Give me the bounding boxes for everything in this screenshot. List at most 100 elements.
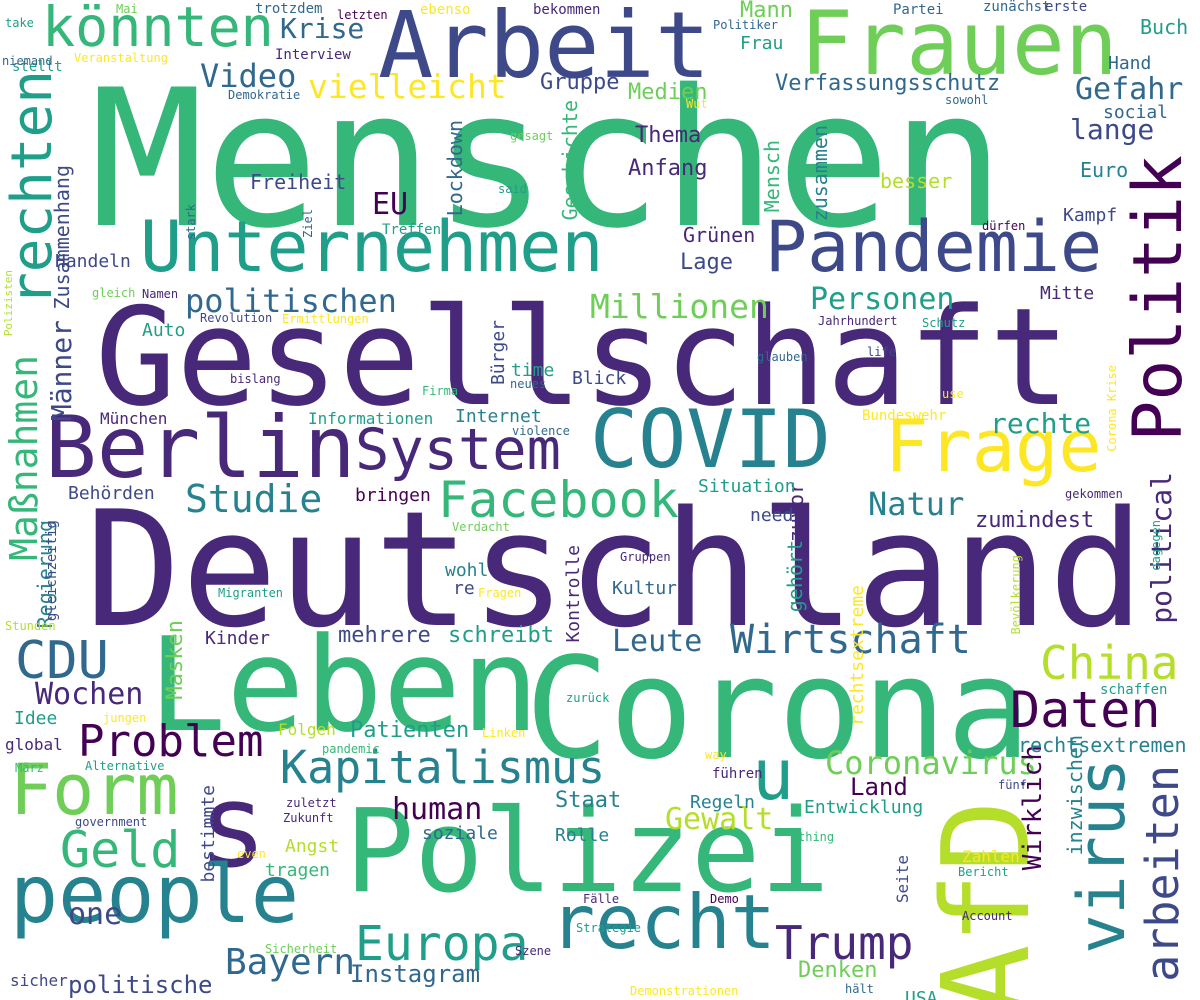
word-197: hält (845, 982, 874, 996)
word-183: dagegen (1149, 520, 1163, 571)
word-24: Facebook (438, 471, 679, 529)
word-7: s (198, 760, 268, 894)
word-78: Euro (1080, 158, 1129, 182)
word-109: Angst (285, 836, 340, 857)
word-55: rechte (990, 407, 1092, 440)
word-185: use (942, 387, 964, 401)
word-96: social (1103, 102, 1169, 123)
word-103: Auto (142, 320, 186, 341)
word-27: Wirtschaft (730, 617, 971, 663)
word-18: Form (10, 749, 179, 831)
word-11: COVID (590, 393, 831, 486)
word-52: human (392, 792, 483, 827)
word-67: Gruppe (540, 70, 620, 95)
word-77: Lockdown (443, 120, 467, 217)
word-175: niemand (2, 54, 53, 68)
word-162: stark (184, 204, 198, 241)
word-37: Studie (185, 477, 323, 521)
word-36: Bayern (225, 942, 356, 983)
word-170: Politiker (713, 18, 779, 32)
word-0: Menschen (90, 49, 1006, 270)
word-98: Rolle (555, 825, 610, 846)
word-25: könnten (42, 0, 274, 59)
word-116: Situation (698, 476, 796, 497)
word-68: Medien (628, 80, 708, 105)
word-114: wohl (445, 560, 489, 581)
word-148: Migranten (218, 586, 284, 600)
word-70: schreibt (448, 623, 554, 648)
word-48: Leute (612, 624, 703, 659)
word-142: Ermittlungen (282, 312, 369, 326)
word-85: Mensch (760, 140, 784, 213)
word-65: Thema (635, 123, 702, 148)
word-2: Gesellschaft (95, 279, 1071, 436)
word-130: führen (712, 766, 763, 782)
word-73: Lage (680, 250, 733, 275)
word-30: Geld (60, 821, 181, 879)
word-107: tragen (265, 860, 331, 881)
word-163: Ziel (301, 209, 315, 238)
word-56: Männer (45, 320, 78, 422)
word-104: Internet (455, 406, 542, 427)
word-179: Firma (422, 384, 459, 398)
word-159: glauben (757, 350, 808, 364)
word-39: Millionen (590, 287, 769, 326)
word-187: jungen (103, 711, 147, 725)
word-76: Geschichte (558, 100, 582, 221)
word-1: Deutschland (85, 476, 1145, 663)
word-92: Handeln (55, 251, 131, 272)
word-58: Instagram (350, 960, 481, 988)
word-150: Sicherheit (265, 942, 338, 956)
word-169: dürfen (982, 219, 1026, 233)
word-190: pandemic (322, 742, 380, 756)
word-133: Bundeswehr (862, 408, 947, 424)
word-9: Frauen (800, 0, 1118, 95)
word-26: Kapitalismus (280, 741, 606, 794)
word-95: Mitte (1040, 283, 1095, 304)
word-184: Corona Krise (1105, 365, 1119, 452)
word-124: Zahlen (962, 847, 1020, 866)
word-194: government (75, 815, 148, 829)
word-90: Kinder (205, 628, 271, 649)
word-171: trotzdem (255, 1, 323, 17)
word-62: Denken (798, 958, 878, 983)
word-157: Demo (710, 892, 739, 906)
word-180: violence (512, 424, 570, 438)
word-86: zusammen (808, 125, 832, 222)
word-167: sowohl (945, 93, 989, 107)
word-111: Entwicklung (804, 797, 924, 818)
word-161: bislang (230, 372, 281, 386)
word-188: März (15, 761, 44, 775)
word-174: take (5, 16, 34, 30)
word-79: Buch (1140, 15, 1189, 39)
word-45: Gewalt (665, 802, 774, 837)
word-123: sicher (10, 971, 68, 990)
word-43: Personen (810, 282, 955, 317)
word-69: Staat (555, 788, 622, 813)
word-50: Krise (280, 12, 365, 45)
word-149: Bevölkerung (1009, 555, 1023, 635)
word-181: Verdacht (452, 520, 510, 534)
word-47: Wochen (35, 677, 144, 712)
word-8: Arbeit (378, 0, 711, 99)
word-16: Frage (885, 404, 1102, 488)
word-182: gekommen (1065, 487, 1123, 501)
word-191: way (705, 748, 727, 762)
word-81: besser (880, 169, 953, 193)
word-49: vielleicht (308, 67, 507, 106)
word-60: Land (850, 773, 908, 801)
word-139: bekommen (533, 2, 601, 18)
word-112: USA (905, 988, 938, 1000)
word-192: fünf (998, 778, 1027, 792)
word-110: Regeln (690, 792, 756, 813)
word-63: Masken (163, 620, 188, 700)
word-83: Freiheit (250, 170, 347, 194)
word-121: Informationen (308, 409, 434, 428)
word-196: even (237, 847, 266, 861)
word-105: need (750, 505, 794, 526)
word-129: schaffen (1100, 682, 1168, 698)
word-177: Demokratie (228, 88, 301, 102)
word-41: Video (200, 57, 297, 95)
word-158: thing (798, 830, 835, 844)
word-23: arbeiten (1136, 765, 1189, 982)
